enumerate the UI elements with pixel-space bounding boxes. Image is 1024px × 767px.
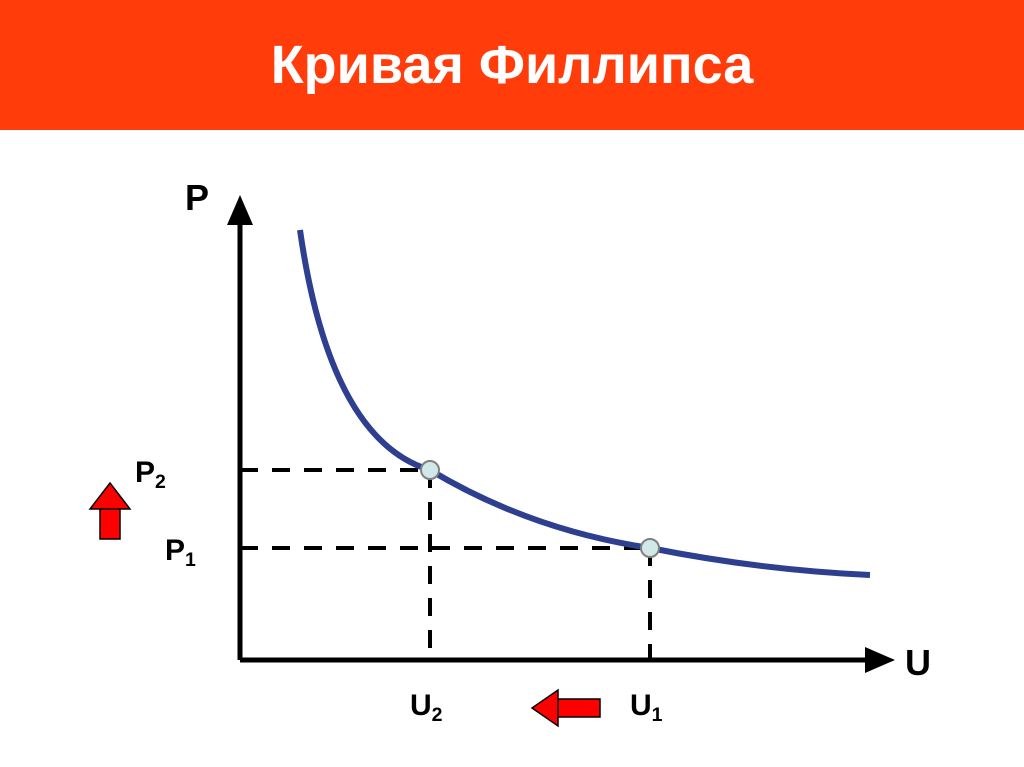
point-p1-u1 [641,539,659,557]
arrow-up-icon [90,483,130,539]
page-title: Кривая Филлипса [271,34,754,96]
x-axis-label: U [905,642,931,683]
y-axis-label: P [185,177,209,218]
header-bar: Кривая Филлипса [0,0,1024,130]
y-axis-arrowhead [227,195,253,225]
label-p2: P2 [135,456,166,493]
point-p2-u2 [421,461,439,479]
label-p1: P1 [165,534,196,571]
arrow-left-icon [532,690,600,726]
label-u2: U2 [410,689,443,726]
x-axis-arrowhead [865,647,895,673]
phillips-curve-chart: P U P2 P1 U2 U1 [0,160,1024,740]
label-u1: U1 [630,689,663,726]
phillips-curve [300,230,870,575]
